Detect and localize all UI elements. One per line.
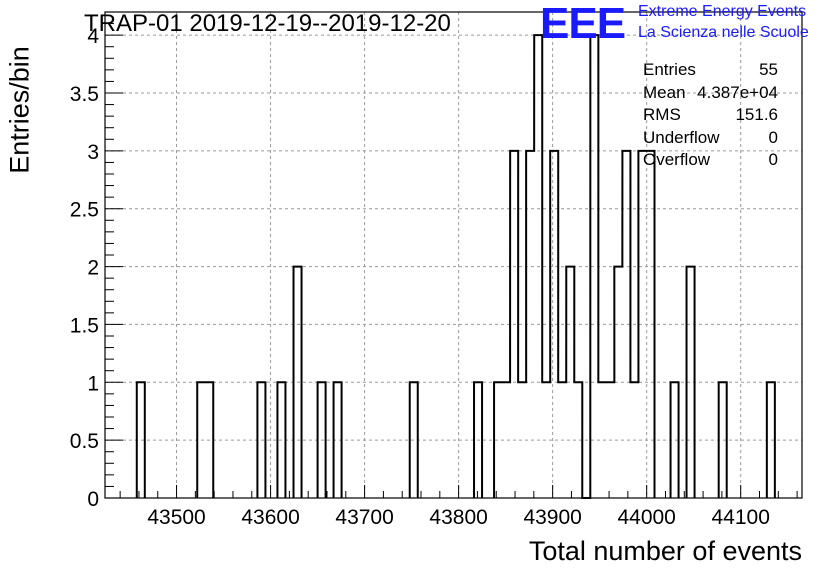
histogram-bin (558, 382, 566, 498)
histogram-outline (135, 34, 776, 499)
histogram-bin (550, 151, 558, 498)
histogram-bin (318, 382, 326, 498)
y-tick-label: 2 (87, 257, 99, 280)
histogram-bin (137, 382, 145, 498)
histogram-bin (518, 382, 526, 498)
histogram-bin (767, 382, 775, 498)
x-tick-label: 44000 (617, 506, 675, 529)
histogram-bin (502, 382, 510, 498)
histogram-bin (606, 382, 614, 498)
y-tick-label: 2.5 (70, 199, 99, 222)
y-tick-label: 4 (87, 25, 99, 48)
chart-title: TRAP-01 2019-12-19--2019-12-20 (84, 10, 451, 37)
stat-row-mean: Mean 4.387e+04 (643, 83, 778, 106)
y-tick-label: 1.5 (70, 314, 99, 337)
x-tick-label: 43900 (523, 506, 581, 529)
x-tick-label: 43800 (429, 506, 487, 529)
histogram-bin (205, 382, 213, 498)
x-tick-label: 44100 (711, 506, 769, 529)
histogram-bin (671, 382, 679, 498)
histogram-bin (197, 382, 205, 498)
stat-label: Overflow (643, 150, 711, 170)
histogram-bin (474, 382, 482, 498)
histogram-bin (590, 35, 598, 498)
y-tick-label: 1 (87, 372, 99, 395)
stat-value: 0 (768, 127, 778, 147)
histogram-bin (719, 382, 727, 498)
histogram-bin (534, 35, 542, 498)
stat-label: RMS (643, 105, 681, 125)
y-tick-label: 0.5 (70, 430, 99, 453)
logo-text-line2: La Scienza nelle Scuole (638, 24, 809, 41)
histogram-bin (638, 151, 646, 498)
stat-row-rms: RMS 151.6 (643, 105, 778, 128)
histogram-bin (622, 151, 630, 498)
stat-label: Entries (643, 60, 696, 79)
histogram-bin (687, 267, 695, 498)
histogram-bin (510, 151, 518, 498)
eee-logo: EEE (540, 0, 626, 48)
histogram-bin (566, 267, 574, 498)
histogram-bin (334, 382, 342, 498)
stat-value: 151.6 (735, 105, 778, 125)
stats-box: Entries 55 Mean 4.387e+04 RMS 151.6 Unde… (643, 60, 778, 173)
x-tick-label: 43700 (335, 506, 393, 529)
y-tick-label: 0 (87, 488, 99, 511)
y-axis-label: Entries/bin (4, 46, 35, 174)
y-tick-label: 3.5 (70, 83, 99, 106)
histogram-bin (574, 382, 582, 498)
stat-value: 55 (759, 60, 778, 79)
stat-label: Underflow (643, 127, 720, 147)
stat-row-underflow: Underflow 0 (643, 128, 778, 151)
histogram-bin (410, 382, 418, 498)
logo-text-line1: Extreme Energy Events (638, 3, 807, 20)
stat-label: Mean (643, 82, 686, 102)
histogram-bin (526, 151, 534, 498)
x-axis-label: Total number of events (528, 536, 802, 566)
histogram-bin (542, 382, 550, 498)
histogram-bin (614, 267, 622, 498)
stat-value: 4.387e+04 (697, 82, 778, 102)
histogram-bin (277, 382, 285, 498)
histogram-bin (646, 151, 654, 498)
x-tick-label: 43500 (147, 506, 205, 529)
histogram-bin (257, 382, 265, 498)
stat-value: 0 (768, 150, 778, 170)
stat-row-entries: Entries 55 (643, 60, 778, 83)
x-tick-label: 43600 (241, 506, 299, 529)
y-tick-label: 3 (87, 141, 99, 164)
stat-row-overflow: Overflow 0 (643, 150, 778, 173)
histogram-bin (494, 382, 502, 498)
histogram-bin (598, 382, 606, 498)
histogram-bin (630, 382, 638, 498)
histogram-bin (294, 267, 302, 498)
